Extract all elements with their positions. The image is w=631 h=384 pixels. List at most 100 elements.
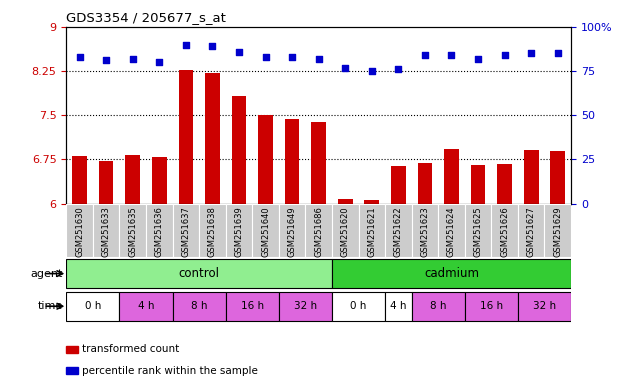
Bar <box>497 164 512 204</box>
Bar <box>438 204 465 257</box>
Text: GSM251686: GSM251686 <box>314 206 323 257</box>
Text: time: time <box>38 301 63 311</box>
Text: 32 h: 32 h <box>294 301 317 311</box>
Bar <box>66 291 119 321</box>
Text: GSM251625: GSM251625 <box>474 206 483 257</box>
Bar <box>279 291 332 321</box>
Bar <box>332 204 358 257</box>
Text: GSM251630: GSM251630 <box>75 206 84 257</box>
Point <box>234 48 244 55</box>
Text: 4 h: 4 h <box>138 301 154 311</box>
Text: 8 h: 8 h <box>430 301 447 311</box>
Bar <box>385 204 411 257</box>
Point <box>127 56 138 62</box>
Bar <box>518 204 545 257</box>
Text: GDS3354 / 205677_s_at: GDS3354 / 205677_s_at <box>66 11 226 24</box>
Bar <box>358 204 385 257</box>
Bar <box>411 204 438 257</box>
Bar <box>444 149 459 204</box>
Bar <box>550 151 565 204</box>
Bar <box>471 165 485 204</box>
Bar <box>305 204 332 257</box>
Text: cadmium: cadmium <box>424 267 479 280</box>
Bar <box>279 204 305 257</box>
Bar <box>172 204 199 257</box>
Text: GSM251626: GSM251626 <box>500 206 509 257</box>
Text: GSM251623: GSM251623 <box>420 206 430 257</box>
Point <box>447 52 457 58</box>
Text: GSM251629: GSM251629 <box>553 206 562 257</box>
Text: 16 h: 16 h <box>480 301 503 311</box>
Bar <box>285 119 299 204</box>
Point <box>74 54 85 60</box>
Point <box>101 57 111 63</box>
Text: 16 h: 16 h <box>240 301 264 311</box>
Text: 8 h: 8 h <box>191 301 208 311</box>
Text: GSM251649: GSM251649 <box>288 206 297 257</box>
Text: GSM251639: GSM251639 <box>235 206 244 257</box>
Bar <box>66 204 93 257</box>
Bar <box>232 96 246 204</box>
Bar <box>126 155 140 204</box>
Bar <box>311 122 326 204</box>
Bar <box>146 204 172 257</box>
Bar <box>418 163 432 204</box>
Bar <box>226 204 252 257</box>
Bar <box>66 204 571 257</box>
Text: GSM251620: GSM251620 <box>341 206 350 257</box>
Bar <box>119 291 172 321</box>
Point <box>500 52 510 58</box>
Bar <box>119 204 146 257</box>
Text: GSM251635: GSM251635 <box>128 206 137 257</box>
Text: GSM251622: GSM251622 <box>394 206 403 257</box>
Point <box>340 65 350 71</box>
Text: 0 h: 0 h <box>85 301 101 311</box>
Bar <box>332 291 385 321</box>
Text: GSM251636: GSM251636 <box>155 206 163 257</box>
Bar <box>72 156 87 204</box>
Point <box>420 52 430 58</box>
Bar <box>226 291 279 321</box>
Bar <box>252 204 279 257</box>
Text: control: control <box>179 267 220 280</box>
Text: 32 h: 32 h <box>533 301 556 311</box>
Bar <box>518 291 571 321</box>
Bar <box>179 70 193 204</box>
Text: 0 h: 0 h <box>350 301 367 311</box>
Bar <box>172 291 226 321</box>
Text: 4 h: 4 h <box>390 301 406 311</box>
Bar <box>199 204 226 257</box>
Bar <box>391 166 406 204</box>
Bar <box>411 291 465 321</box>
Text: GSM251621: GSM251621 <box>367 206 376 257</box>
Text: GSM251637: GSM251637 <box>181 206 191 257</box>
Point <box>261 54 271 60</box>
Point <box>208 43 218 50</box>
Text: GSM251624: GSM251624 <box>447 206 456 257</box>
Text: GSM251627: GSM251627 <box>527 206 536 257</box>
Bar <box>365 200 379 204</box>
Bar <box>524 150 538 204</box>
Text: GSM251633: GSM251633 <box>102 206 110 257</box>
Bar <box>152 157 167 204</box>
Point <box>526 50 536 56</box>
Point <box>180 41 191 48</box>
Point <box>473 56 483 62</box>
Point <box>287 54 297 60</box>
Point <box>314 56 324 62</box>
Text: percentile rank within the sample: percentile rank within the sample <box>82 366 258 376</box>
Bar <box>332 259 571 288</box>
Point <box>154 59 164 65</box>
Bar <box>258 115 273 204</box>
Text: GSM251638: GSM251638 <box>208 206 217 257</box>
Text: agent: agent <box>31 268 63 279</box>
Bar <box>385 291 411 321</box>
Point <box>393 66 403 72</box>
Bar <box>465 204 492 257</box>
Bar <box>66 259 332 288</box>
Bar <box>465 291 518 321</box>
Bar <box>545 204 571 257</box>
Bar <box>338 199 353 204</box>
Text: GSM251640: GSM251640 <box>261 206 270 257</box>
Bar <box>492 204 518 257</box>
